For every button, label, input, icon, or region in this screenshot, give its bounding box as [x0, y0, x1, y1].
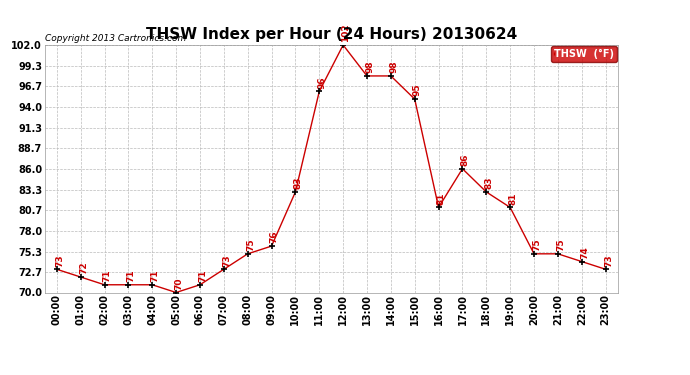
- Text: 81: 81: [437, 192, 446, 205]
- Text: 86: 86: [461, 153, 470, 166]
- Text: 75: 75: [532, 238, 542, 251]
- Text: 71: 71: [150, 269, 159, 282]
- Text: 73: 73: [222, 254, 231, 267]
- Title: THSW Index per Hour (24 Hours) 20130624: THSW Index per Hour (24 Hours) 20130624: [146, 27, 517, 42]
- Text: 83: 83: [294, 177, 303, 189]
- Text: 75: 75: [246, 238, 255, 251]
- Text: Copyright 2013 Cartronics.com: Copyright 2013 Cartronics.com: [45, 33, 186, 42]
- Text: 71: 71: [198, 269, 207, 282]
- Text: 73: 73: [604, 254, 613, 267]
- Text: 98: 98: [389, 60, 398, 73]
- Text: 74: 74: [580, 246, 589, 259]
- Text: 76: 76: [270, 231, 279, 243]
- Text: 71: 71: [103, 269, 112, 282]
- Text: 73: 73: [55, 254, 64, 267]
- Text: 95: 95: [413, 84, 422, 96]
- Text: 83: 83: [484, 177, 493, 189]
- Text: 96: 96: [317, 76, 326, 88]
- Text: 81: 81: [509, 192, 518, 205]
- Text: 72: 72: [79, 262, 88, 274]
- Text: 98: 98: [365, 60, 374, 73]
- Legend: THSW  (°F): THSW (°F): [551, 46, 617, 62]
- Text: 102: 102: [342, 24, 351, 42]
- Text: 71: 71: [127, 269, 136, 282]
- Text: 75: 75: [556, 238, 565, 251]
- Text: 70: 70: [175, 277, 184, 290]
